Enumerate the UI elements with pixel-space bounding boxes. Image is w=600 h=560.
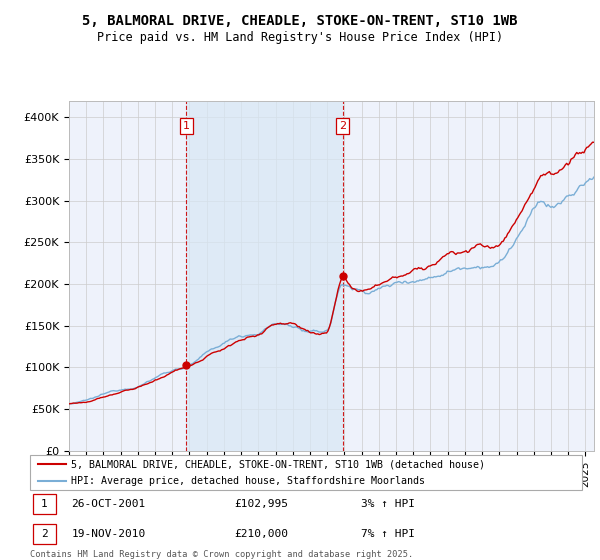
Text: £102,995: £102,995 <box>234 499 288 509</box>
Text: £210,000: £210,000 <box>234 529 288 539</box>
Text: 1: 1 <box>183 121 190 131</box>
Text: 3% ↑ HPI: 3% ↑ HPI <box>361 499 415 509</box>
Text: 5, BALMORAL DRIVE, CHEADLE, STOKE-ON-TRENT, ST10 1WB: 5, BALMORAL DRIVE, CHEADLE, STOKE-ON-TRE… <box>82 14 518 28</box>
Text: 26-OCT-2001: 26-OCT-2001 <box>71 499 146 509</box>
Text: 2: 2 <box>339 121 346 131</box>
Text: Contains HM Land Registry data © Crown copyright and database right 2025.
This d: Contains HM Land Registry data © Crown c… <box>30 550 413 560</box>
Text: 19-NOV-2010: 19-NOV-2010 <box>71 529 146 539</box>
Text: 7% ↑ HPI: 7% ↑ HPI <box>361 529 415 539</box>
Text: 5, BALMORAL DRIVE, CHEADLE, STOKE-ON-TRENT, ST10 1WB (detached house): 5, BALMORAL DRIVE, CHEADLE, STOKE-ON-TRE… <box>71 459 485 469</box>
Text: 1: 1 <box>41 499 48 509</box>
Text: Price paid vs. HM Land Registry's House Price Index (HPI): Price paid vs. HM Land Registry's House … <box>97 31 503 44</box>
FancyBboxPatch shape <box>33 524 56 544</box>
Text: 2: 2 <box>41 529 48 539</box>
FancyBboxPatch shape <box>33 494 56 514</box>
Text: HPI: Average price, detached house, Staffordshire Moorlands: HPI: Average price, detached house, Staf… <box>71 476 425 486</box>
FancyBboxPatch shape <box>30 455 582 490</box>
Bar <box>187 101 343 451</box>
